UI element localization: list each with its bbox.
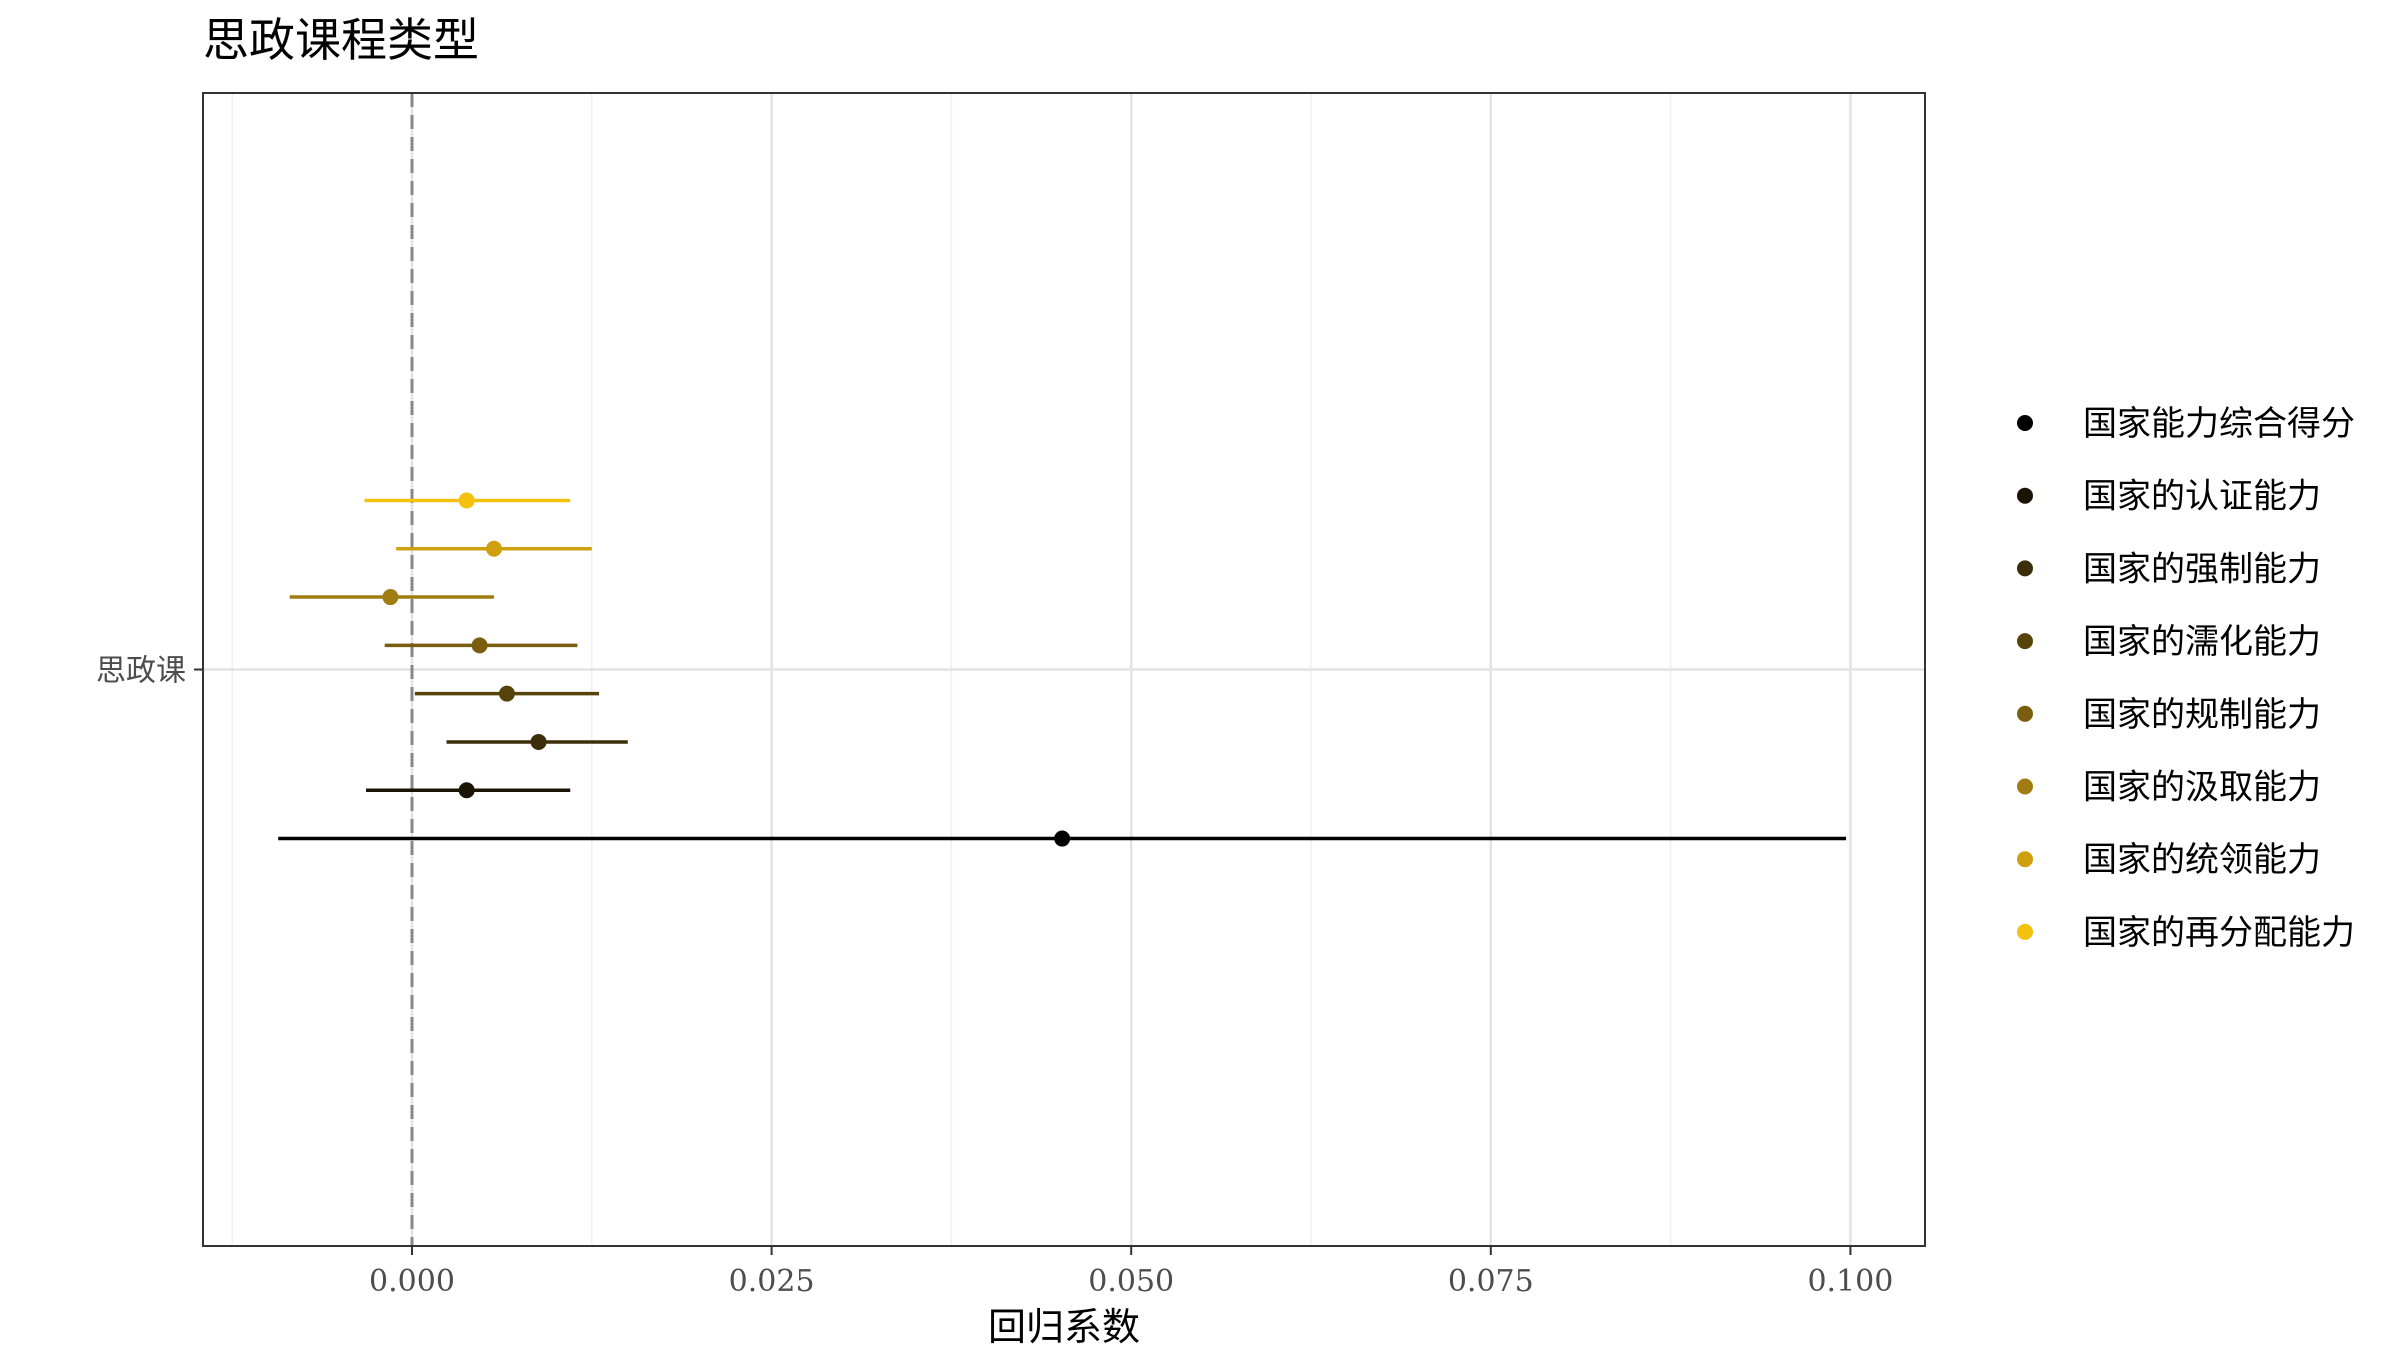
legend-key (2017, 633, 2033, 650)
legend: 国家能力综合得分国家的认证能力国家的强制能力国家的濡化能力国家的规制能力国家的汲… (2017, 404, 2355, 953)
legend-key (2017, 705, 2033, 722)
y-tick-label: 思政课 (96, 654, 186, 689)
legend-label: 国家的认证能力 (2083, 477, 2321, 517)
legend-label: 国家的汲取能力 (2083, 768, 2321, 808)
x-tick-label: 0.000 (369, 1264, 455, 1299)
x-tick-label: 0.100 (1807, 1264, 1893, 1299)
x-tick-label: 0.025 (729, 1264, 815, 1299)
legend-label: 国家能力综合得分 (2083, 404, 2355, 444)
estimate-point (498, 685, 515, 702)
y-axis: 思政课 (96, 654, 203, 689)
legend-label: 国家的濡化能力 (2083, 622, 2321, 662)
marks-layer (278, 492, 1847, 847)
legend-key (2017, 560, 2033, 577)
x-axis: 0.000 0.025 0.050 0.075 0.100 (369, 1246, 1893, 1299)
grid-layer (203, 93, 1925, 1246)
legend-key (2017, 923, 2033, 940)
estimate-point (485, 540, 502, 557)
estimate-point (458, 782, 475, 799)
x-tick-label: 0.050 (1088, 1264, 1174, 1299)
x-axis-title: 回归系数 (988, 1305, 1140, 1349)
legend-label: 国家的统领能力 (2083, 840, 2321, 880)
estimate-point (471, 637, 488, 654)
legend-key (2017, 851, 2033, 868)
legend-key (2017, 415, 2033, 431)
estimate-point (1054, 830, 1071, 847)
legend-key (2017, 778, 2033, 795)
estimate-point (382, 589, 399, 606)
estimate-point (458, 492, 475, 509)
legend-key (2017, 487, 2033, 504)
chart-title: 思政课程类型 (203, 13, 479, 67)
x-tick-label: 0.075 (1448, 1264, 1534, 1299)
legend-label: 国家的强制能力 (2083, 549, 2321, 589)
legend-label: 国家的再分配能力 (2083, 913, 2355, 953)
estimate-point (530, 733, 547, 750)
legend-label: 国家的规制能力 (2083, 695, 2321, 735)
